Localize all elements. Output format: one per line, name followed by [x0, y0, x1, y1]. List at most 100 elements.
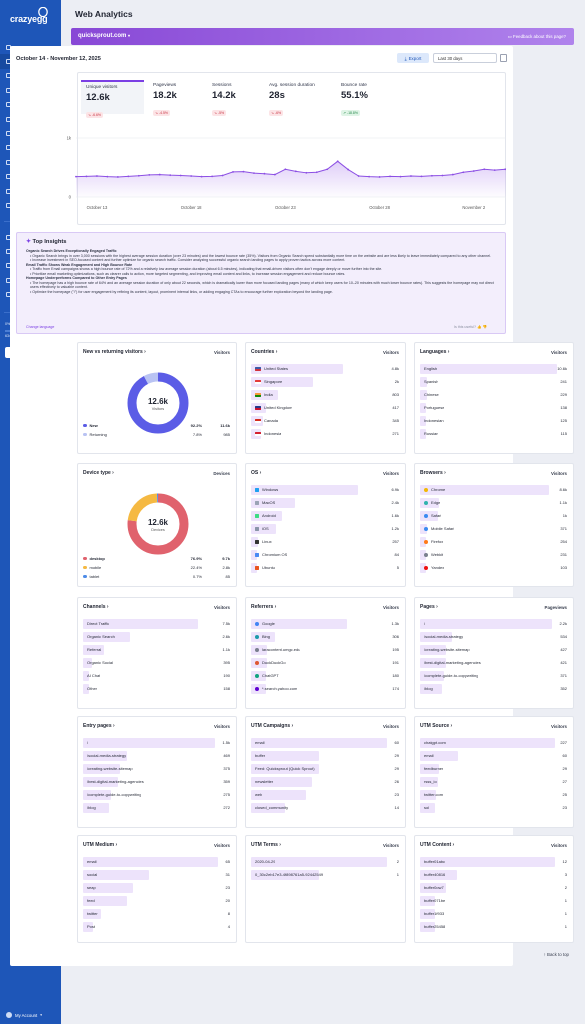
table-row[interactable]: United Kingdom 417: [251, 401, 399, 414]
table-row[interactable]: buffer01abc 12: [420, 855, 567, 868]
utm_content-title[interactable]: UTM Content ›: [420, 842, 455, 848]
table-row[interactable]: MacOS 2.4k: [251, 496, 399, 509]
kpi-avg-session-duration[interactable]: Avg. session duration 28s ↘ -6%: [264, 80, 332, 116]
export-button[interactable]: ⤓ Export: [397, 53, 429, 63]
table-row[interactable]: Linux 257: [251, 535, 399, 548]
utm_campaigns-title[interactable]: UTM Campaigns ›: [251, 723, 294, 729]
table-row[interactable]: twitter 8: [83, 907, 230, 920]
table-row[interactable]: Safari 1k: [420, 509, 567, 522]
feedback-link[interactable]: ▭ Feedback about this page?: [507, 33, 566, 39]
table-row[interactable]: iOS 1.2k: [251, 522, 399, 535]
utm_source-title[interactable]: UTM Source ›: [420, 723, 453, 729]
table-row[interactable]: email 60: [420, 749, 567, 762]
table-row[interactable]: /social-media-strategy 534: [420, 630, 567, 643]
table-row[interactable]: Ubuntu 5: [251, 561, 399, 574]
table-row[interactable]: buffer25458 1: [420, 920, 567, 933]
pages-title[interactable]: Pages ›: [420, 604, 438, 610]
table-row[interactable]: buffer071be 1: [420, 894, 567, 907]
countries-title[interactable]: Countries ›: [251, 349, 278, 355]
legend-row[interactable]: mobile 22.4% 2.8k: [83, 563, 230, 572]
table-row[interactable]: /social-media-strategy 469: [83, 749, 230, 762]
my-account-button[interactable]: My Account ▾: [6, 1012, 42, 1018]
table-row[interactable]: Windows 6.9k: [251, 483, 399, 496]
table-row[interactable]: Indonesia 271: [251, 427, 399, 440]
table-row[interactable]: Russian 115: [420, 427, 567, 440]
table-row[interactable]: *.search.yahoo.com 174: [251, 682, 399, 695]
channels-title[interactable]: Channels ›: [83, 604, 109, 610]
table-row[interactable]: / 1.5k: [83, 736, 230, 749]
utm_terms-title[interactable]: UTM Terms ›: [251, 842, 281, 848]
table-row[interactable]: buffer1f933 1: [420, 907, 567, 920]
table-row[interactable]: feed 20: [83, 894, 230, 907]
table-row[interactable]: Referral 1.1k: [83, 643, 230, 656]
logo[interactable]: crazyegg: [10, 14, 48, 24]
referrers-title[interactable]: Referrers ›: [251, 604, 277, 610]
table-row[interactable]: Chrome 8.6k: [420, 483, 567, 496]
table-row[interactable]: Feed: Quicksprout (Quick Sprout) 29: [251, 762, 399, 775]
table-row[interactable]: Yandex 103: [420, 561, 567, 574]
table-row[interactable]: Other 158: [83, 682, 230, 695]
kpi-sessions[interactable]: Sessions 14.2k ↘ -5%: [207, 80, 260, 116]
browsers-title[interactable]: Browsers ›: [420, 470, 446, 476]
table-row[interactable]: closed_community 14: [251, 801, 399, 814]
table-row[interactable]: Chinese 229: [420, 388, 567, 401]
change-language-link[interactable]: Change language: [26, 325, 55, 329]
table-row[interactable]: Organic Search 2.6k: [83, 630, 230, 643]
table-row[interactable]: United States 4.8k: [251, 362, 399, 375]
table-row[interactable]: social 31: [83, 868, 230, 881]
legend-row[interactable]: Returning 7.8% 985: [83, 430, 230, 439]
table-row[interactable]: Chromium OS 84: [251, 548, 399, 561]
table-row[interactable]: 0_30c2eb17e3-4f898761a5-92442549 1: [251, 868, 399, 881]
kpi-unique-visitors[interactable]: Unique visitors 12.6k ↘ -6.6%: [81, 80, 144, 118]
kpi-pageviews[interactable]: Pageviews 18.2k ↘ -4.5%: [148, 80, 203, 116]
legend-row[interactable]: tablet 0.7% 85: [83, 572, 230, 581]
table-row[interactable]: twitter.com 25: [420, 788, 567, 801]
table-row[interactable]: Direct Traffic 7.5k: [83, 617, 230, 630]
table-row[interactable]: buffer0ow7 2: [420, 881, 567, 894]
table-row[interactable]: web 23: [251, 788, 399, 801]
table-row[interactable]: 2020-04-29 2: [251, 855, 399, 868]
table-row[interactable]: rsss_io 27: [420, 775, 567, 788]
table-row[interactable]: laracontent.umgc.edu 195: [251, 643, 399, 656]
legend-row[interactable]: New 92.2% 11.6k: [83, 421, 230, 430]
table-row[interactable]: chatgpt.com 227: [420, 736, 567, 749]
table-row[interactable]: Singapore 2k: [251, 375, 399, 388]
table-row[interactable]: Post 4: [83, 920, 230, 933]
table-row[interactable]: /creating-website-sitemap 427: [420, 643, 567, 656]
table-row[interactable]: email 65: [83, 855, 230, 868]
device-type-card-title[interactable]: Device type ›: [83, 470, 114, 476]
table-row[interactable]: India 803: [251, 388, 399, 401]
languages-title[interactable]: Languages ›: [420, 349, 450, 355]
legend-row[interactable]: desktop 76.9% 9.7k: [83, 554, 230, 563]
kpi-bounce-rate[interactable]: Bounce rate 55.1% ↗ -18.8%: [336, 80, 400, 116]
calendar-icon[interactable]: [500, 54, 507, 62]
table-row[interactable]: Edge 1.1k: [420, 496, 567, 509]
table-row[interactable]: email 60: [251, 736, 399, 749]
back-to-top-link[interactable]: ↑ Back to top: [543, 952, 569, 957]
table-row[interactable]: buffer40816 3: [420, 868, 567, 881]
table-row[interactable]: Firefox 254: [420, 535, 567, 548]
table-row[interactable]: Canada 345: [251, 414, 399, 427]
table-row[interactable]: newsletter 26: [251, 775, 399, 788]
table-row[interactable]: Webkit 231: [420, 548, 567, 561]
table-row[interactable]: feedburner 29: [420, 762, 567, 775]
table-row[interactable]: seap 23: [83, 881, 230, 894]
table-row[interactable]: English 10.6k: [420, 362, 567, 375]
table-row[interactable]: /best-digital-marketing-agencies 359: [83, 775, 230, 788]
table-row[interactable]: /creating-website-sitemap 375: [83, 762, 230, 775]
table-row[interactable]: Google 1.3k: [251, 617, 399, 630]
table-row[interactable]: /best-digital-marketing-agencies 421: [420, 656, 567, 669]
new-vs-returning-card-title[interactable]: New vs returning visitors ›: [83, 349, 146, 355]
table-row[interactable]: /complete-guide-to-copywriting 275: [83, 788, 230, 801]
table-row[interactable]: Bing 306: [251, 630, 399, 643]
thumbs-down-icon[interactable]: 👎: [482, 325, 487, 329]
table-row[interactable]: Android 1.6k: [251, 509, 399, 522]
table-row[interactable]: AI Chat 190: [83, 669, 230, 682]
table-row[interactable]: buffer 29: [251, 749, 399, 762]
thumbs-up-icon[interactable]: 👍: [477, 325, 482, 329]
table-row[interactable]: sol 23: [420, 801, 567, 814]
utm_medium-title[interactable]: UTM Medium ›: [83, 842, 118, 848]
table-row[interactable]: /blog 272: [83, 801, 230, 814]
table-row[interactable]: Portuguese 138: [420, 401, 567, 414]
date-range-select[interactable]: Last 30 days: [433, 53, 497, 63]
